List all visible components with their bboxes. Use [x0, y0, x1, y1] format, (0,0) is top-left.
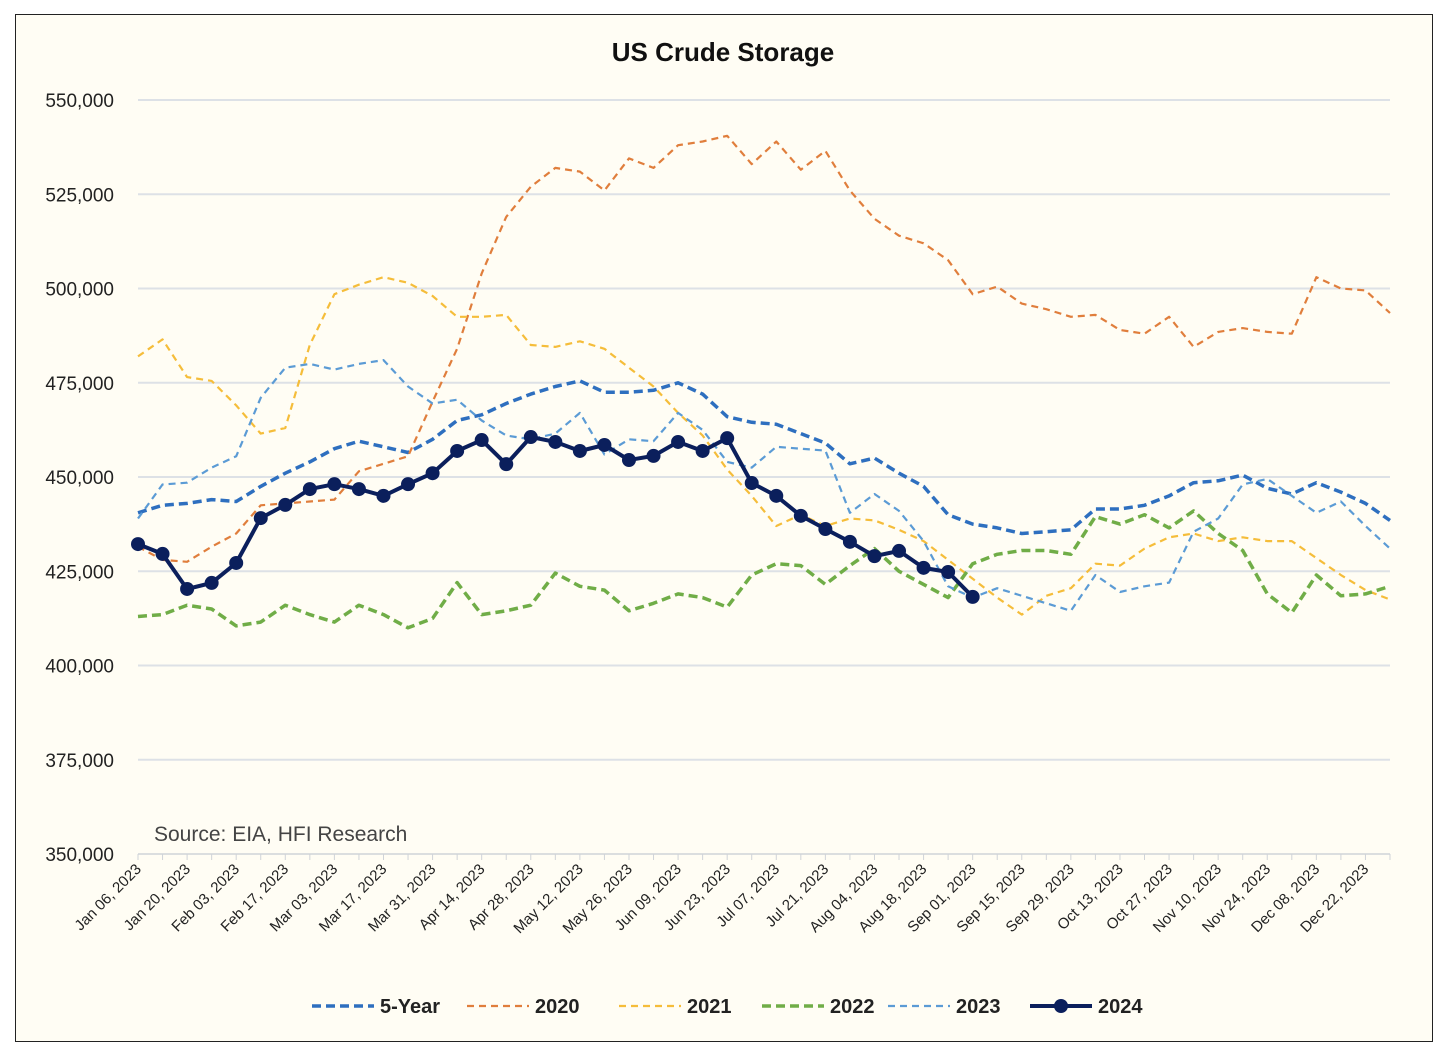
series-2024-point [720, 431, 735, 446]
series-2024-point [892, 543, 907, 558]
series-2024-point [916, 560, 931, 575]
series-2024-point [253, 511, 268, 526]
legend-label-2020: 2020 [535, 996, 580, 1018]
legend-marker-2024 [1054, 999, 1068, 1013]
series-2024-point [597, 437, 612, 452]
series-2024-point [499, 457, 514, 472]
y-tick-label: 500,000 [45, 280, 114, 301]
y-tick-label: 525,000 [45, 185, 114, 206]
chart-frame [15, 14, 1433, 1042]
series-2024-point [131, 537, 145, 552]
series-2024-point [523, 430, 538, 445]
series-2024-point [842, 534, 857, 549]
series-2024-point [671, 434, 686, 449]
series-2022-line [137, 509, 1391, 630]
series-2024-point [621, 453, 636, 468]
y-tick-label: 475,000 [45, 374, 114, 395]
series-2020-line [137, 134, 1391, 563]
series-2024-point [744, 476, 759, 491]
y-tick-label: 425,000 [45, 562, 114, 583]
series-2024-point [401, 477, 416, 492]
series-2024-point [572, 443, 587, 458]
series-2024-point [769, 488, 784, 503]
y-tick-label: 400,000 [45, 657, 114, 678]
series-2024-point [965, 589, 980, 604]
series-2024-point [548, 434, 563, 449]
y-tick-label: 550,000 [45, 91, 114, 112]
legend-label-2023: 2023 [956, 996, 1001, 1018]
chart-title: US Crude Storage [612, 37, 835, 67]
series-2024-point [180, 581, 195, 596]
source-annotation: Source: EIA, HFI Research [154, 823, 407, 846]
series-2024-point [204, 575, 219, 590]
series-2024-point [229, 555, 244, 570]
series-2021-line [137, 276, 1391, 616]
series-2023-line [137, 359, 1391, 612]
legend-label-2022: 2022 [830, 996, 875, 1018]
y-tick-label: 450,000 [45, 468, 114, 489]
series-2024-point [474, 433, 489, 448]
series-2024-point [793, 508, 808, 523]
series-2024-point [941, 565, 956, 580]
series-2024-point [818, 522, 833, 537]
y-tick-label: 375,000 [45, 751, 114, 772]
series-2024-point [425, 466, 440, 481]
series-2024-point [351, 482, 366, 497]
legend-label-2024: 2024 [1098, 996, 1143, 1018]
series-2024-point [646, 448, 661, 463]
series-2024-point [376, 488, 391, 503]
series-2024-point [278, 497, 293, 512]
series-2024-point [450, 443, 465, 458]
y-tick-label: 350,000 [45, 845, 114, 866]
series-2024-point [867, 549, 882, 564]
series-5-year-line [137, 379, 1391, 536]
series-2024-point [695, 443, 710, 458]
series-2024-point [155, 546, 170, 561]
legend-label-5-year: 5-Year [380, 996, 440, 1018]
series-2024-point [327, 477, 342, 492]
legend-label-2021: 2021 [687, 996, 732, 1018]
series-2024-point [302, 482, 317, 497]
